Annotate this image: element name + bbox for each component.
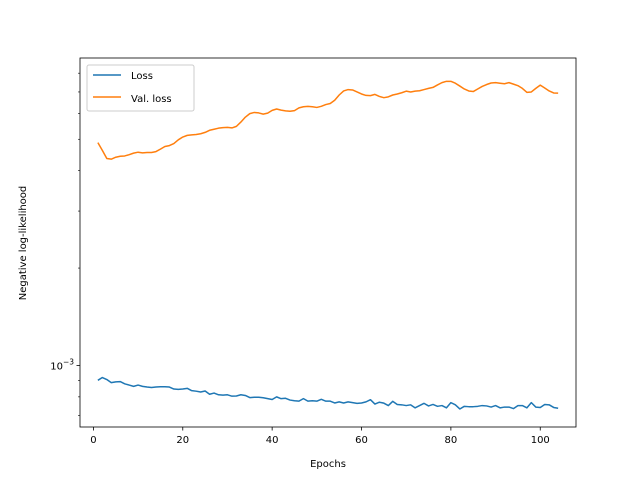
axes-frame (79, 57, 577, 428)
x-tick-label: 20 (176, 435, 189, 446)
x-axis-ticks: 0 20 40 60 80 100 (90, 427, 550, 446)
series-line-loss (97, 376, 559, 410)
legend-label-loss: Loss (131, 71, 153, 82)
legend-label-val-loss: Val. loss (131, 94, 172, 105)
legend-box (86, 64, 195, 112)
legend: Loss Val. loss (86, 64, 195, 112)
x-tick-label: 80 (445, 435, 458, 446)
y-axis-ticks: 10−3 (50, 72, 80, 416)
x-tick-label: 0 (90, 435, 96, 446)
y-tick-label: 10−3 (50, 358, 74, 373)
x-tick-label: 40 (266, 435, 279, 446)
plot-area (79, 57, 577, 428)
x-axis-label: Epochs (310, 459, 346, 470)
series-layer (97, 80, 559, 410)
x-tick-label: 100 (531, 435, 550, 446)
y-axis-label: Negative log-likelihood (18, 186, 29, 301)
x-tick-label: 60 (355, 435, 368, 446)
series-line-val-loss (97, 80, 559, 160)
